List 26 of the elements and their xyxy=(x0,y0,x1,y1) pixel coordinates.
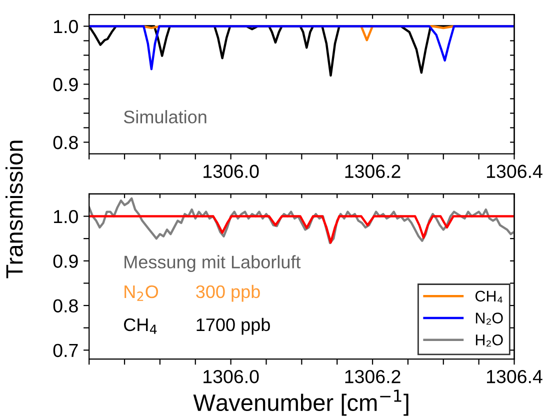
y-tick-label: 1.0 xyxy=(54,210,78,224)
line-series xyxy=(89,197,514,244)
line-series xyxy=(89,215,514,244)
x-axis-title: Wavenumber [cm$^{−1}$] xyxy=(193,390,408,416)
annotation: Simulation xyxy=(124,110,206,124)
legend-label: H₂O xyxy=(476,334,503,347)
x-tick-label: 1306.0 xyxy=(204,164,259,178)
x-tick-label: 1306.2 xyxy=(345,370,400,384)
annotation: 300 ppb xyxy=(196,284,260,302)
y-tick-label: 0.8 xyxy=(53,136,78,150)
legend-label: N₂O xyxy=(476,312,503,325)
annotation: 1700 ppb xyxy=(196,318,270,335)
x-tick-label: 1306.4 xyxy=(487,164,542,178)
y-tick-label: 0.9 xyxy=(53,254,78,268)
legend-label: CH₄ xyxy=(475,290,502,303)
y-tick-label: 0.8 xyxy=(53,299,78,312)
annotation: N$_{2}$O xyxy=(124,285,158,301)
y-axis-title: Transmission xyxy=(5,140,23,278)
x-tick-label: 1306.4 xyxy=(487,370,542,384)
annotation: Messung mit Laborluft xyxy=(124,255,301,272)
y-tick-label: 1.0 xyxy=(54,20,78,34)
x-tick-label: 1306.2 xyxy=(345,164,400,178)
annotation: CH$_{4}$ xyxy=(124,318,157,334)
x-tick-label: 1306.0 xyxy=(204,370,259,384)
y-tick-label: 0.7 xyxy=(53,344,78,358)
y-tick-label: 0.9 xyxy=(53,78,78,92)
